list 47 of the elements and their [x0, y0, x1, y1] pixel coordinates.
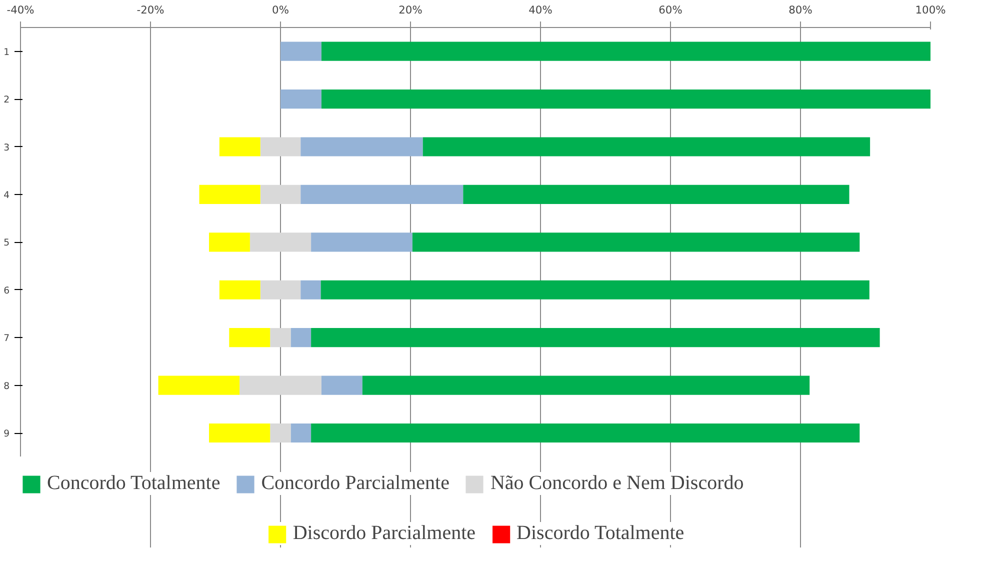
bar	[158, 376, 240, 395]
bar	[311, 328, 880, 348]
y-tick-label: 2	[4, 94, 10, 106]
bar	[300, 137, 423, 156]
y-tick-label: 8	[4, 380, 10, 392]
bar	[219, 280, 260, 300]
x-tick-label: 0%	[272, 4, 289, 16]
x-tick-label: -40%	[6, 4, 34, 16]
x-tick-label: 60%	[658, 4, 682, 16]
y-tick-label: 6	[4, 285, 10, 296]
bar	[290, 423, 312, 443]
y-tick-label: 3	[4, 142, 10, 154]
bar	[463, 184, 850, 204]
bar	[311, 232, 412, 252]
bar	[280, 90, 322, 109]
legend-label: Discordo Parcialmente	[292, 522, 476, 545]
y-tick-label: 5	[4, 238, 10, 249]
bar	[300, 184, 464, 204]
bar	[321, 42, 930, 61]
bar	[209, 232, 250, 252]
bar	[311, 423, 860, 443]
bar	[199, 184, 260, 204]
bar	[280, 42, 322, 61]
bar	[321, 90, 930, 109]
bar	[362, 376, 810, 395]
legend-label: Discordo Totalmente	[516, 522, 684, 545]
bar	[219, 137, 260, 156]
bar	[320, 280, 870, 300]
bar	[209, 423, 270, 443]
y-tick-label: 4	[4, 190, 10, 201]
y-tick-label: 1	[4, 46, 10, 58]
x-tick-label: 40%	[528, 4, 552, 16]
bar	[290, 328, 312, 348]
y-tick-label: 9	[4, 428, 10, 440]
bar	[412, 232, 860, 252]
bar	[321, 376, 362, 395]
legend-label: Concordo Parcialmente	[261, 472, 450, 495]
legend-label: Não Concordo e Nem Discordo	[490, 472, 744, 495]
y-tick-label: 7	[4, 333, 10, 344]
bar	[229, 328, 270, 348]
x-tick-label: 80%	[788, 4, 812, 16]
x-tick-label: 100%	[915, 4, 946, 16]
legend-label: Concordo Totalmente	[47, 472, 220, 495]
bar	[422, 137, 870, 156]
bar	[300, 280, 321, 300]
x-tick-label: 20%	[398, 4, 422, 16]
x-tick-label: -20%	[136, 4, 164, 16]
